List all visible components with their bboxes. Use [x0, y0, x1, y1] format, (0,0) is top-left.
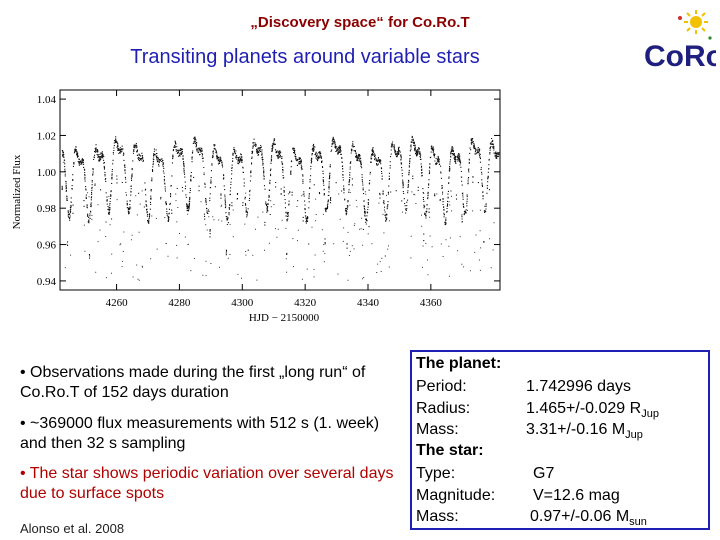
y-axis-ticks: 0.94 0.96 0.98 1.00 1.02 1.04 — [37, 94, 500, 288]
mass-label: Mass: — [416, 421, 459, 438]
radius-value: 1.465+/-0.029 RJup — [526, 400, 659, 420]
logo-wordmark: CoRoT — [644, 40, 716, 73]
x-axis-ticks: 4260 4280 4300 4320 4340 4360 — [106, 90, 443, 309]
magnitude-label: Magnitude: — [416, 487, 496, 504]
outlier-points — [64, 190, 495, 281]
bullet-observations: • Observations made during the first „lo… — [20, 364, 366, 401]
x-tick-label: 4320 — [294, 297, 317, 309]
y-tick-label: 1.02 — [37, 130, 56, 142]
x-axis-label: HJD − 2150000 — [249, 312, 320, 324]
star-mass-label: Mass: — [416, 508, 459, 525]
period-label: Period: — [416, 378, 467, 395]
bullet-measurements: • ~369000 flux measurements with 512 s (… — [20, 415, 380, 452]
y-tick-label: 0.98 — [37, 203, 57, 215]
bullet-star-variation: • The star shows periodic variation over… — [20, 465, 394, 502]
flux-points — [61, 135, 500, 259]
y-tick-label: 1.04 — [37, 94, 57, 106]
type-value: G7 — [533, 465, 555, 482]
corot-logo: CoRoT — [644, 10, 716, 73]
x-tick-label: 4360 — [420, 297, 443, 309]
slide-title: Transiting planets around variable stars — [130, 46, 480, 68]
type-label: Type: — [416, 465, 456, 482]
y-tick-label: 0.94 — [37, 276, 57, 288]
star-header: The star: — [416, 442, 484, 459]
x-tick-label: 4260 — [106, 297, 129, 309]
period-value: 1.742996 days — [526, 378, 631, 395]
citation: Alonso et al. 2008 — [20, 521, 125, 536]
light-curve-chart: 0.94 0.96 0.98 1.00 1.02 1.04 4260 4280 4300 432… — [11, 89, 501, 324]
x-tick-label: 4340 — [357, 297, 380, 309]
x-tick-label: 4280 — [168, 297, 191, 309]
slide-kicker: „Discovery space“ for Co.Ro.T — [250, 14, 470, 31]
y-tick-label: 0.96 — [37, 240, 57, 252]
mass-value: 3.31+/-0.16 MJup — [526, 421, 643, 441]
sun-icon — [678, 10, 712, 40]
x-tick-label: 4300 — [231, 297, 254, 309]
y-axis-label: Normalized Flux — [11, 154, 23, 229]
magnitude-value: V=12.6 mag — [533, 487, 620, 504]
star-mass-value: 0.97+/-0.06 Msun — [530, 508, 647, 528]
parameters-panel — [410, 350, 710, 530]
plot-frame — [59, 89, 501, 291]
radius-label: Radius: — [416, 400, 471, 417]
y-tick-label: 1.00 — [37, 167, 57, 179]
data-points — [61, 135, 500, 281]
planet-header: The planet: — [416, 355, 502, 372]
